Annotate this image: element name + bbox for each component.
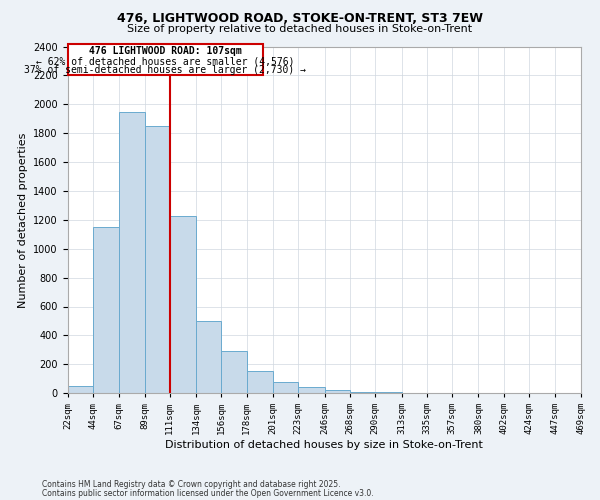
Bar: [350, 392, 375, 393]
Bar: [325, 390, 350, 393]
Y-axis label: Number of detached properties: Number of detached properties: [17, 132, 28, 308]
Bar: [93, 227, 119, 393]
X-axis label: Distribution of detached houses by size in Stoke-on-Trent: Distribution of detached houses by size …: [165, 440, 483, 450]
Text: 476, LIGHTWOOD ROAD, STOKE-ON-TRENT, ST3 7EW: 476, LIGHTWOOD ROAD, STOKE-ON-TRENT, ST3…: [117, 12, 483, 26]
Bar: [68, 44, 263, 76]
Bar: [247, 372, 273, 393]
Bar: [196, 321, 221, 393]
Bar: [68, 386, 93, 393]
Bar: [170, 216, 196, 393]
Bar: [221, 352, 247, 393]
Bar: [119, 112, 145, 393]
Bar: [273, 382, 298, 393]
Text: ← 62% of detached houses are smaller (4,576): ← 62% of detached houses are smaller (4,…: [36, 56, 295, 66]
Text: 37% of semi-detached houses are larger (2,730) →: 37% of semi-detached houses are larger (…: [24, 64, 306, 74]
Bar: [375, 392, 401, 393]
Text: Contains public sector information licensed under the Open Government Licence v3: Contains public sector information licen…: [42, 488, 374, 498]
Bar: [298, 388, 325, 393]
Text: Size of property relative to detached houses in Stoke-on-Trent: Size of property relative to detached ho…: [127, 24, 473, 34]
Bar: [145, 126, 170, 393]
Text: Contains HM Land Registry data © Crown copyright and database right 2025.: Contains HM Land Registry data © Crown c…: [42, 480, 341, 489]
Text: 476 LIGHTWOOD ROAD: 107sqm: 476 LIGHTWOOD ROAD: 107sqm: [89, 46, 241, 56]
